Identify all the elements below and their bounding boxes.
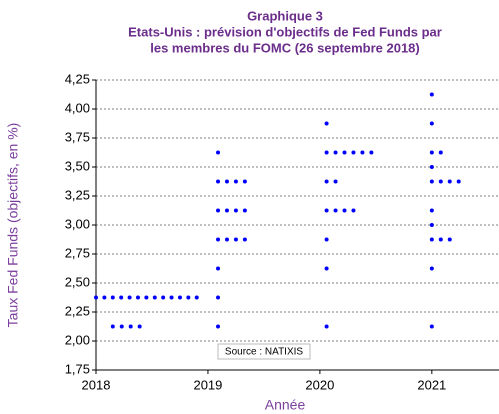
y-tick-label: 3,75 bbox=[65, 129, 90, 144]
y-tick-label: 2,25 bbox=[65, 303, 90, 318]
dot bbox=[242, 208, 247, 213]
dot bbox=[137, 324, 142, 329]
dot bbox=[351, 208, 356, 213]
chart-title: les membres du FOMC (26 septembre 2018) bbox=[150, 40, 420, 55]
dot bbox=[429, 266, 434, 271]
dot bbox=[429, 150, 434, 155]
dot bbox=[242, 179, 247, 184]
dot bbox=[233, 179, 238, 184]
y-tick-label: 2,50 bbox=[65, 274, 90, 289]
y-tick-label: 1,75 bbox=[65, 361, 90, 376]
y-tick-label: 3,50 bbox=[65, 158, 90, 173]
dot bbox=[324, 266, 329, 271]
chart-title: Graphique 3 bbox=[247, 8, 323, 23]
dot bbox=[342, 150, 347, 155]
dot bbox=[110, 324, 115, 329]
dot bbox=[216, 150, 221, 155]
dot bbox=[169, 295, 174, 300]
dot bbox=[216, 266, 221, 271]
dot bbox=[186, 295, 191, 300]
x-tick-label: 2021 bbox=[417, 377, 446, 392]
y-tick-label: 3,25 bbox=[65, 187, 90, 202]
dot bbox=[233, 237, 238, 242]
y-tick-label: 4,25 bbox=[65, 71, 90, 86]
dot bbox=[135, 295, 140, 300]
dot bbox=[152, 295, 157, 300]
dot bbox=[360, 150, 365, 155]
dot bbox=[324, 237, 329, 242]
dot bbox=[127, 295, 132, 300]
dot bbox=[224, 237, 229, 242]
annotation-box bbox=[217, 343, 311, 360]
dot bbox=[324, 208, 329, 213]
dot bbox=[119, 324, 124, 329]
dot bbox=[216, 208, 221, 213]
dot bbox=[94, 295, 98, 300]
dot bbox=[429, 165, 434, 169]
dot bbox=[102, 295, 107, 300]
dot bbox=[324, 324, 329, 329]
dot bbox=[177, 295, 182, 300]
dot bbox=[216, 179, 221, 184]
dot bbox=[324, 121, 329, 126]
dot bbox=[447, 179, 452, 184]
dot bbox=[429, 324, 434, 329]
dot bbox=[429, 92, 434, 97]
dot bbox=[216, 237, 221, 242]
dot bbox=[324, 150, 329, 155]
y-tick-label: 2,75 bbox=[65, 245, 90, 260]
y-tick-label: 2,00 bbox=[65, 332, 90, 347]
dot bbox=[333, 179, 338, 184]
x-tick-label: 2020 bbox=[305, 377, 334, 392]
dot bbox=[224, 179, 229, 184]
dot bbox=[456, 179, 461, 184]
dot bbox=[194, 295, 199, 300]
y-tick-label: 4,00 bbox=[65, 100, 90, 115]
dot bbox=[369, 150, 374, 155]
dot bbox=[119, 295, 124, 300]
dot bbox=[324, 179, 329, 184]
dot bbox=[429, 208, 434, 213]
dot bbox=[438, 237, 443, 242]
dot bbox=[438, 150, 443, 155]
dot bbox=[333, 208, 338, 213]
dot bbox=[438, 179, 443, 184]
dot bbox=[144, 295, 149, 300]
dot bbox=[224, 208, 229, 213]
dot bbox=[429, 237, 434, 242]
y-tick-label: 3,00 bbox=[65, 216, 90, 231]
dot bbox=[242, 237, 247, 242]
dot bbox=[429, 179, 434, 184]
annotation: Source : NATIXIS bbox=[225, 347, 304, 358]
dot bbox=[161, 295, 166, 300]
dot bbox=[233, 208, 238, 213]
chart-title: Etats-Unis : prévision d'objectifs de Fe… bbox=[128, 24, 442, 39]
dot bbox=[216, 324, 221, 329]
dot bbox=[128, 324, 133, 329]
y-axis-label: Taux Fed Funds (objectifs, en %) bbox=[5, 123, 21, 328]
dot bbox=[216, 295, 221, 300]
dot bbox=[429, 121, 434, 126]
x-tick-label: 2019 bbox=[193, 377, 222, 392]
x-tick-label: 2018 bbox=[82, 377, 111, 392]
dot bbox=[342, 208, 347, 213]
dot bbox=[333, 150, 338, 155]
dot bbox=[447, 237, 452, 242]
dot bbox=[110, 295, 115, 300]
dot bbox=[429, 223, 434, 227]
x-axis-label: Année bbox=[265, 397, 306, 413]
dot bbox=[351, 150, 356, 155]
